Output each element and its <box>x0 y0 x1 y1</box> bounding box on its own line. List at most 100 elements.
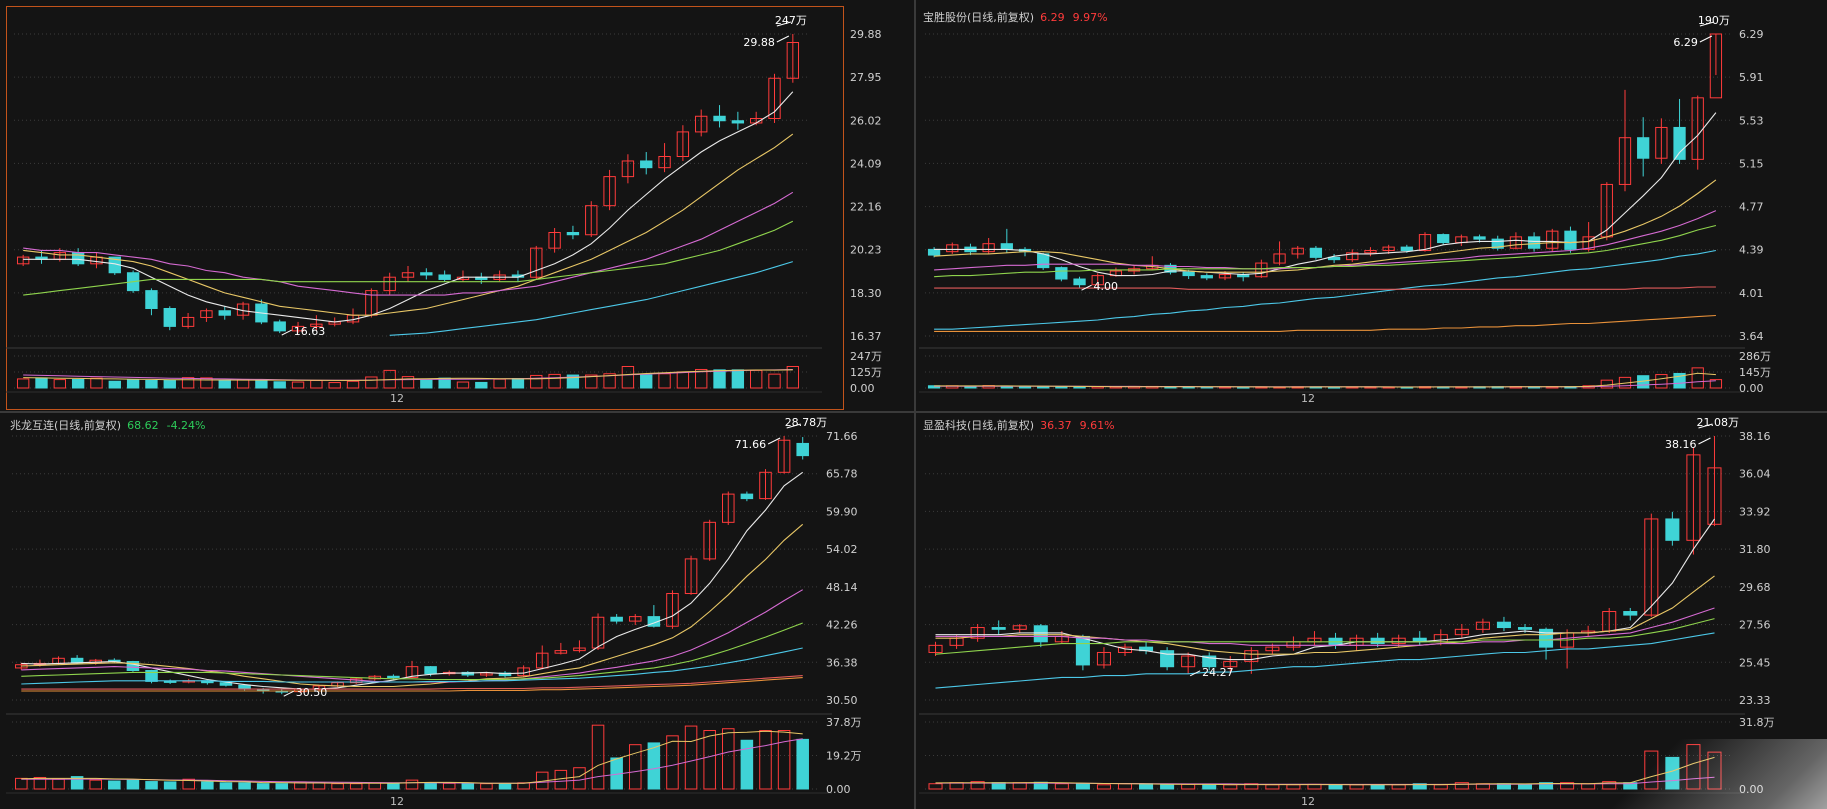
vertical-divider[interactable] <box>914 0 916 809</box>
vol-max-marker <box>1698 423 1713 429</box>
volume-bar <box>548 373 561 389</box>
volume-bar <box>480 783 493 790</box>
low-price-label: 24.27 <box>1202 666 1234 679</box>
stock-name: 宝胜股份 <box>923 11 967 24</box>
ma-line <box>934 210 1717 271</box>
volume-bar <box>530 374 543 389</box>
candle <box>768 77 781 119</box>
volume-bar <box>1265 784 1280 790</box>
vol-axis-label: 0.00 <box>1739 382 1764 395</box>
candle <box>1637 137 1650 159</box>
chart-panel-top-left[interactable]: 29.88 16.63 247万 12 <box>6 6 844 410</box>
candle <box>603 176 616 207</box>
vol-ma-line <box>21 730 803 784</box>
volume-bar <box>1673 372 1686 389</box>
low-price-label: 16.63 <box>294 325 326 338</box>
chart-panel-top-right[interactable]: 宝胜股份(日线,前复权) 6.29 9.97% 6.29 5.91 5.53 5.15 4.… <box>919 6 1827 410</box>
candle <box>1491 238 1504 249</box>
high-price-label: 29.88 <box>743 36 775 49</box>
candle <box>796 442 809 457</box>
volume-bar <box>291 381 305 389</box>
candle <box>640 160 653 169</box>
high-price-label: 71.66 <box>735 438 767 451</box>
stock-name: 显盈科技 <box>923 419 967 432</box>
volume-bar <box>420 379 433 389</box>
price-axis-label: 71.66 <box>826 430 858 443</box>
vol-axis-label: 37.8万 <box>826 716 862 729</box>
price-axis-label: 29.68 <box>1739 581 1771 594</box>
candle <box>585 205 598 236</box>
high-marker <box>1699 35 1713 43</box>
volume-bar <box>182 778 196 790</box>
price-axis-label: 36.04 <box>1739 468 1771 481</box>
volume-bar <box>628 744 642 790</box>
volume-bar <box>1055 386 1068 389</box>
candle <box>1037 253 1050 269</box>
candle <box>535 652 549 669</box>
candle <box>722 493 735 523</box>
volume-bar <box>1096 784 1111 790</box>
price-axis-label: 6.29 <box>1739 28 1764 41</box>
candle <box>786 41 800 79</box>
candle <box>163 680 177 683</box>
high-price-label: 6.29 <box>1673 36 1698 49</box>
candle <box>1623 611 1638 616</box>
volume-bar <box>15 777 28 790</box>
vol-max-marker <box>786 423 801 429</box>
volume-bar <box>1709 379 1723 389</box>
ma-line <box>935 575 1715 655</box>
chart-panel-bottom-right[interactable]: 显盈科技(日线,前复权) 36.37 9.61% 38.16 36.04 33.92 31… <box>919 414 1827 809</box>
screen-glare <box>1587 739 1827 809</box>
candle <box>530 247 543 278</box>
volume-bar <box>647 742 661 790</box>
vol-axis-label: 247万 <box>850 350 882 363</box>
volume-bar <box>1139 783 1154 790</box>
x-tick-label: 12 <box>390 392 404 405</box>
candle <box>1273 253 1286 264</box>
x-tick-label: 12 <box>1301 392 1315 405</box>
candle <box>1707 467 1722 525</box>
volume-bar <box>52 778 65 790</box>
volume-bar <box>1181 783 1196 790</box>
candle <box>1496 621 1511 629</box>
volume-bar <box>1223 784 1238 790</box>
price-axis-label: 20.23 <box>850 244 882 257</box>
candle <box>1400 246 1413 252</box>
volume-bar <box>1691 367 1704 389</box>
volume-bar <box>312 782 326 790</box>
vol-axis-label: 0.00 <box>850 382 875 395</box>
candle <box>181 316 195 327</box>
horizontal-divider[interactable] <box>0 411 1827 413</box>
candle <box>684 558 698 595</box>
ma-line <box>935 632 1715 689</box>
volume-bar <box>603 373 616 389</box>
candle <box>1618 137 1632 185</box>
candle <box>628 616 642 622</box>
volume-bar <box>640 374 653 389</box>
volume-bar <box>90 377 103 389</box>
volume-bar <box>163 379 176 389</box>
ma-line <box>935 607 1715 646</box>
candle <box>219 682 233 686</box>
chart-panel-bottom-left[interactable]: 兆龙互连(日线,前复权) 68.62 -4.24% 71.66 65.78 59.90 5… <box>6 414 914 809</box>
volume-bar <box>666 735 679 790</box>
price-axis-label: 33.92 <box>1739 505 1771 518</box>
ma-line <box>21 523 804 688</box>
candle <box>740 493 754 500</box>
stock-change: 9.61% <box>1079 419 1115 432</box>
candle <box>480 672 493 676</box>
candle <box>1473 236 1486 240</box>
candle <box>1202 655 1217 668</box>
vol-ma-line <box>23 369 793 381</box>
price-axis-label: 38.16 <box>1739 430 1771 443</box>
low-marker <box>1081 284 1092 291</box>
price-axis-label: 22.16 <box>850 201 882 214</box>
candle <box>1091 275 1104 286</box>
stock-price: 68.62 <box>127 419 159 432</box>
volume-bar <box>256 783 270 790</box>
volume-bar <box>713 369 726 389</box>
volume-bar <box>1391 784 1406 790</box>
price-axis-label: 24.09 <box>850 157 882 170</box>
volume-bar <box>1454 782 1469 790</box>
price-axis-label: 36.38 <box>826 656 858 669</box>
